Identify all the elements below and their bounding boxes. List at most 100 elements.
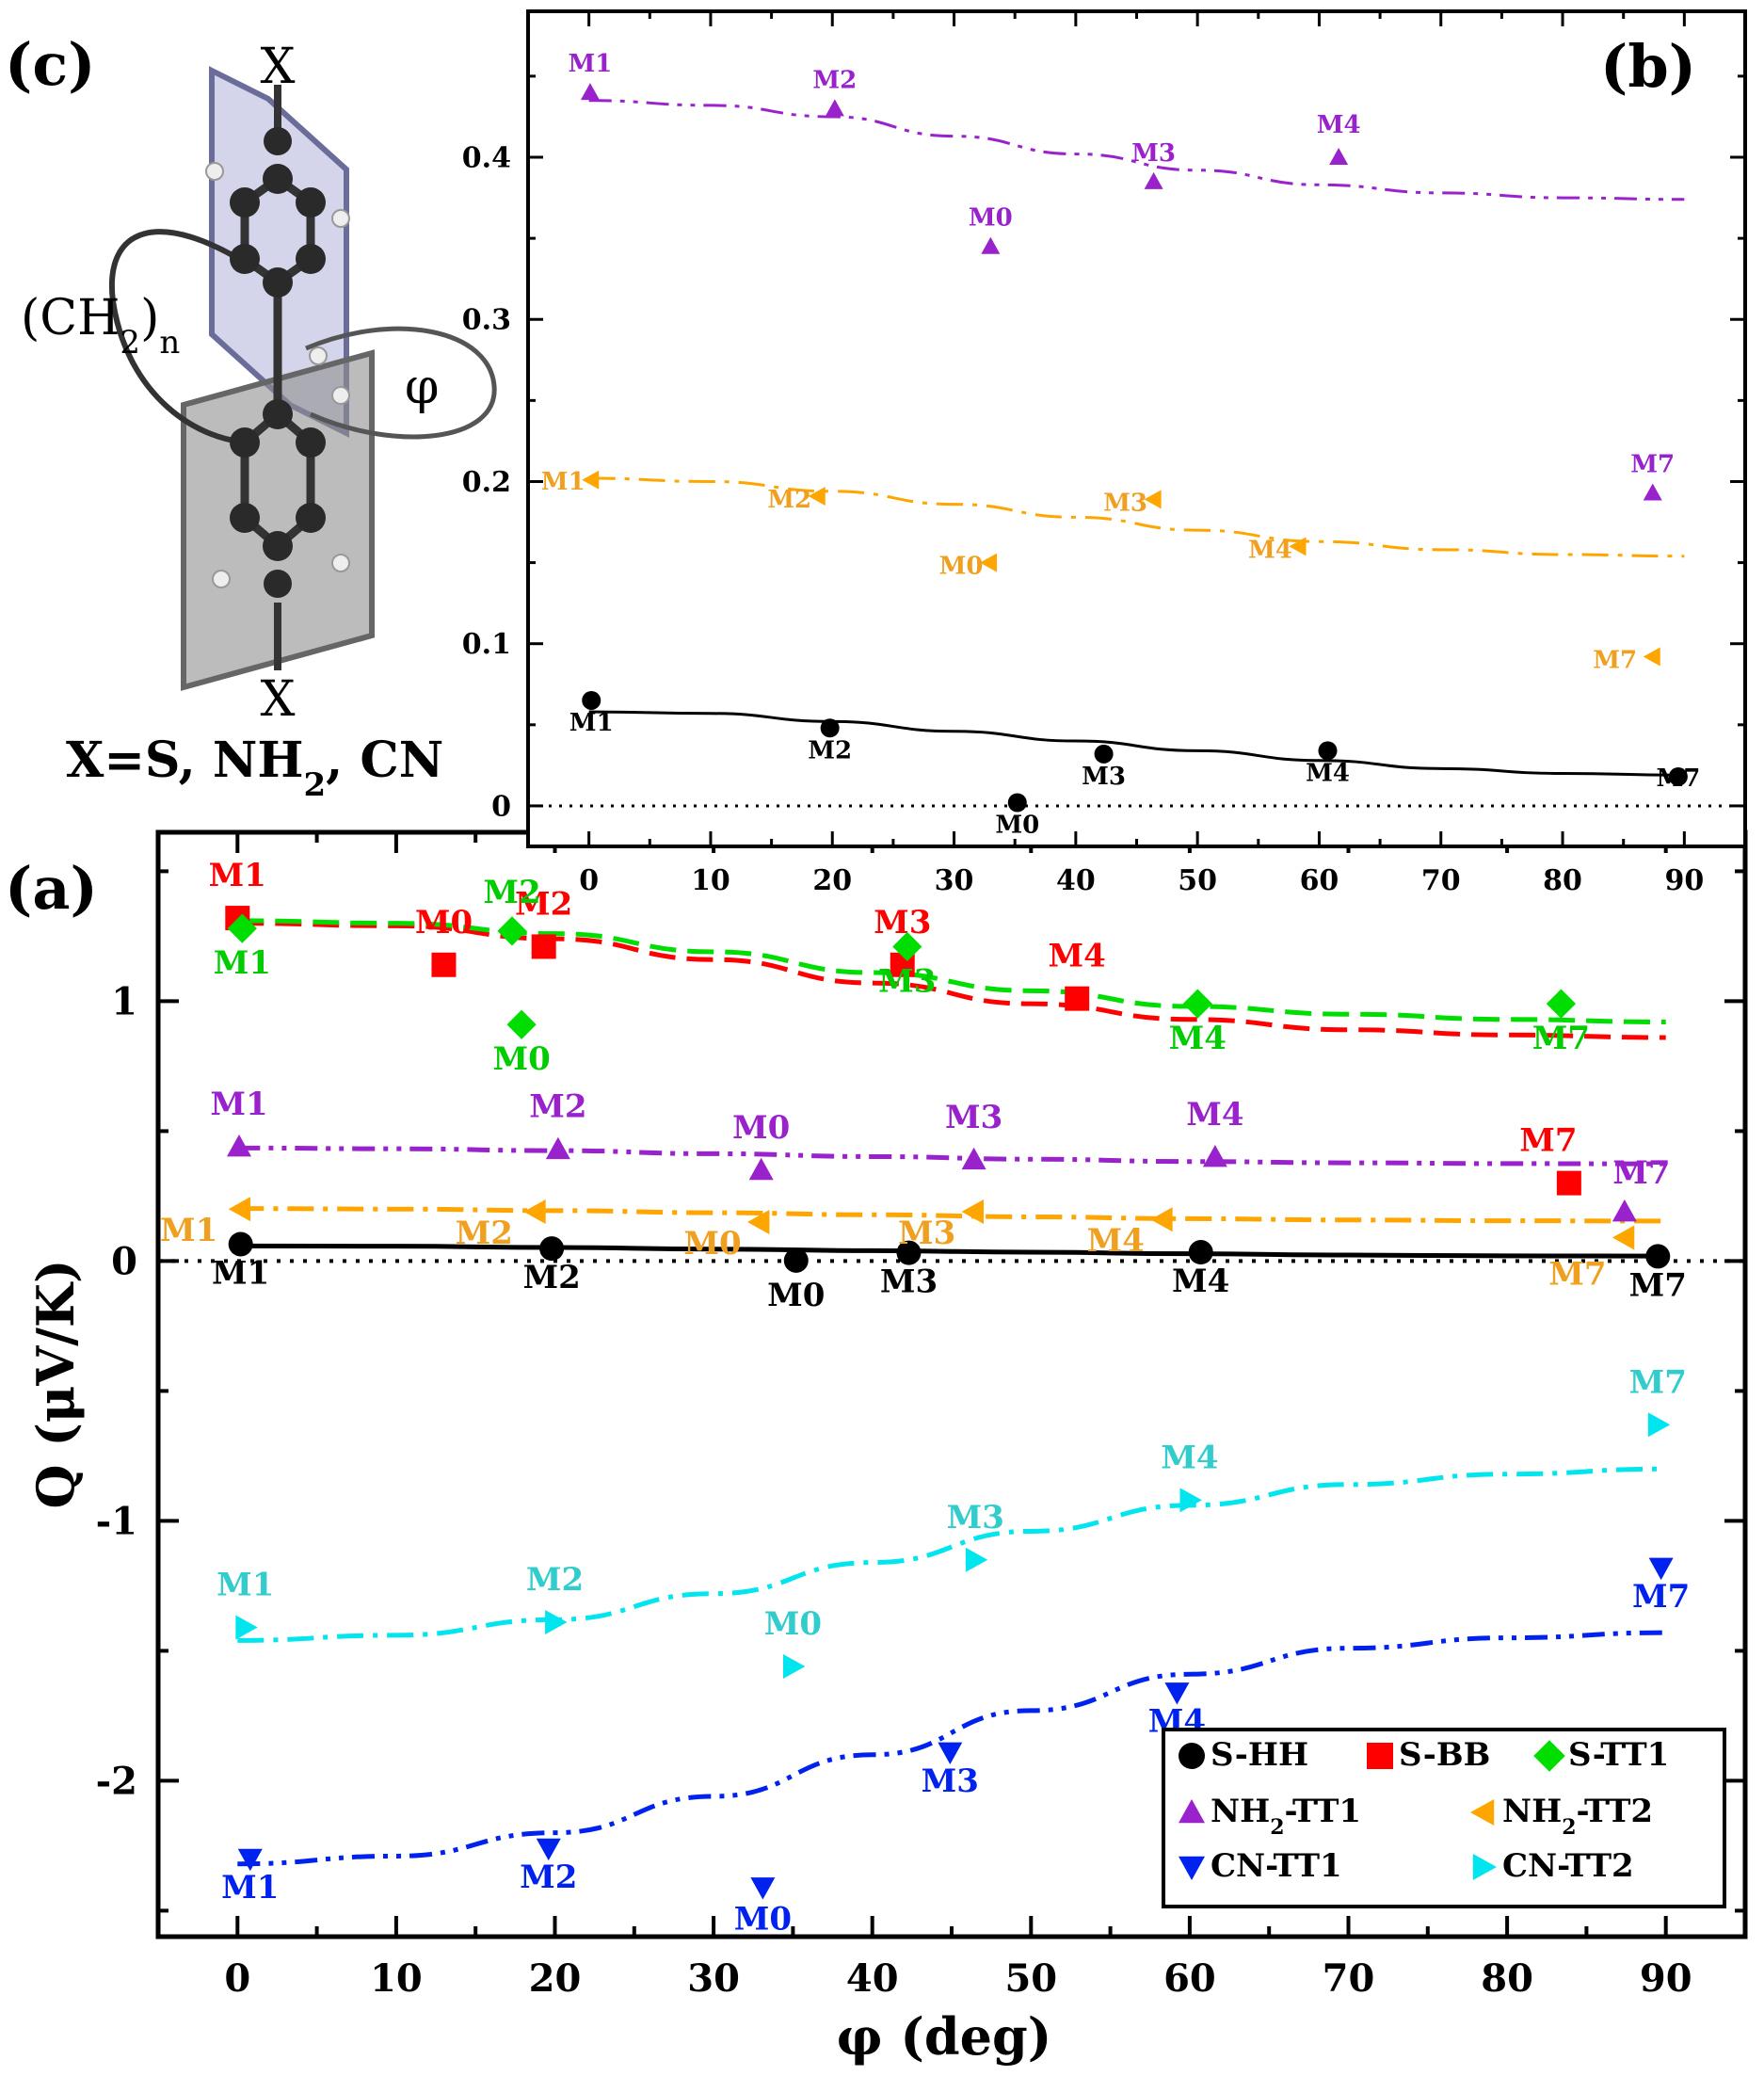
b-point-nh2-tt1-m3 xyxy=(1144,171,1163,189)
legend-marker-cn-tt2 xyxy=(1472,1854,1497,1880)
a-point-cn-tt2-m7 xyxy=(1647,1412,1671,1438)
a-point-cn-tt1-m2 xyxy=(536,1838,561,1861)
b-x-tick-label: 80 xyxy=(1543,864,1582,897)
a-point-label: M4 xyxy=(1172,1263,1229,1300)
a-point-cn-tt2-m3 xyxy=(965,1547,988,1572)
a-point-label: M1 xyxy=(210,1086,267,1123)
b-point-nh2-tt1-m1 xyxy=(580,83,600,101)
panel-a-points: M1 M2 M0 M3 M4 M7 M1 M0 M2 M3 M4 M7 M1 M2 M0 M3 M4 M7 M1 M2… xyxy=(160,857,1690,1938)
a-point-s-tt1-m1 xyxy=(227,913,257,943)
a-point-label: M3 xyxy=(947,1499,1004,1537)
a-point-label: M3 xyxy=(880,1263,938,1301)
a-point-label: M7 xyxy=(1612,1154,1670,1192)
a-point-label: M1 xyxy=(212,1254,269,1292)
a-point-nh2-tt1-m4 xyxy=(1202,1145,1227,1167)
a-y-tick-label: -1 xyxy=(96,1499,137,1543)
a-point-label: M2 xyxy=(526,1561,584,1599)
panel-a-label: (a) xyxy=(5,854,98,923)
a-fit-cn-tt1 xyxy=(237,1630,1666,1867)
legend-marker-nh2-tt2 xyxy=(1470,1799,1495,1826)
a-point-s-bb-m0 xyxy=(431,952,457,977)
a-x-tick-label: 50 xyxy=(1004,1956,1057,2001)
b-point-label: M0 xyxy=(995,811,1039,839)
a-point-label: M2 xyxy=(456,1215,513,1252)
b-point-label: M3 xyxy=(1082,763,1126,791)
legend-marker-s-hh xyxy=(1179,1743,1205,1769)
a-x-tick-label: 10 xyxy=(370,1956,423,2001)
b-y-tick-label: 0.4 xyxy=(462,142,511,175)
angle-loop xyxy=(305,326,497,440)
hydrogen-atoms xyxy=(205,162,350,588)
y-axis-label: Q (μV/K) xyxy=(25,1259,86,1508)
b-fit-nh2-tt1 xyxy=(588,99,1685,201)
a-point-nh2-tt2-m3 xyxy=(961,1199,985,1224)
legend-marker-s-bb xyxy=(1367,1743,1393,1769)
a-x-tick-label: 90 xyxy=(1640,1956,1692,2001)
a-point-s-hh-m4 xyxy=(1188,1240,1213,1265)
legend-label-cn-tt1: CN-TT1 xyxy=(1211,1847,1342,1885)
a-x-tick-label: 30 xyxy=(687,1956,740,2001)
b-point-s-hh-m2 xyxy=(820,718,840,738)
a-point-label: M4 xyxy=(1161,1439,1218,1476)
b-point-s-hh-m4 xyxy=(1318,741,1338,761)
a-point-label: M1 xyxy=(160,1212,217,1249)
a-point-s-tt1-m4 xyxy=(1182,989,1212,1019)
panel-b-points: M1 M2 M0 M3 M4 M7 M1 M2 M0 M3 M4 M7 M1 M2 M0 M3 M4 M7 xyxy=(541,50,1701,839)
b-point-label: M7 xyxy=(1593,646,1637,674)
a-point-s-hh-m2 xyxy=(539,1236,565,1262)
b-fit-nh2-tt2 xyxy=(588,476,1685,558)
b-point-nh2-tt2-m0 xyxy=(980,553,998,572)
a-point-cn-tt1-m3 xyxy=(938,1742,963,1765)
a-point-nh2-tt2-m7 xyxy=(1612,1225,1635,1250)
a-point-label: M0 xyxy=(734,1901,792,1939)
b-x-tick-label: 90 xyxy=(1664,864,1704,897)
legend-label-nh2-tt1: NH2-TT1 xyxy=(1211,1793,1361,1840)
a-point-label: M7 xyxy=(1629,1363,1687,1401)
a-point-label: M7 xyxy=(1519,1122,1577,1160)
a-point-s-hh-m3 xyxy=(896,1240,922,1265)
a-point-nh2-tt2-m0 xyxy=(746,1210,770,1234)
a-point-cn-tt2-m1 xyxy=(235,1615,258,1640)
a-point-label: M1 xyxy=(216,1567,274,1604)
b-x-tick-label: 10 xyxy=(691,864,730,897)
a-point-label: M1 xyxy=(221,1869,279,1907)
a-point-nh2-tt1-m2 xyxy=(545,1136,570,1160)
substituent-x-top: X xyxy=(260,39,295,95)
a-x-tick-label: 0 xyxy=(224,1956,250,2001)
alkyl-chain-loop xyxy=(108,229,256,445)
angle-label: φ xyxy=(405,359,439,415)
a-point-label: M7 xyxy=(1548,1256,1606,1294)
a-fit-nh2-tt1 xyxy=(237,1145,1666,1167)
a-fit-s-hh xyxy=(237,1243,1666,1259)
a-point-s-tt1-m0 xyxy=(506,1009,537,1039)
legend-label-s-tt1: S-TT1 xyxy=(1568,1736,1669,1774)
a-x-tick-label: 60 xyxy=(1163,1956,1216,2001)
a-point-label: M3 xyxy=(922,1762,979,1800)
a-y-tick-label: -2 xyxy=(96,1759,137,1803)
b-x-tick-label: 70 xyxy=(1421,864,1461,897)
a-point-cn-tt1-m0 xyxy=(750,1877,776,1900)
a-point-s-bb-m2 xyxy=(531,934,556,959)
b-point-nh2-tt2-m4 xyxy=(1289,537,1307,556)
a-point-s-tt1-m2 xyxy=(497,916,527,946)
a-point-label: M2 xyxy=(522,1259,580,1296)
panel-b-ticks: 0 10 20 30 40 50 60 70 80 90 0 0.1 0.2 0.3 0.4 xyxy=(462,11,1747,897)
b-point-label: M2 xyxy=(812,66,857,94)
b-x-tick-label: 40 xyxy=(1056,864,1096,897)
a-point-label: M0 xyxy=(732,1109,790,1147)
a-fit-nh2-tt2 xyxy=(237,1206,1666,1224)
panel-c-molecule: (c) X X (CH2)n xyxy=(5,30,497,804)
b-y-tick-label: 0.2 xyxy=(462,466,511,499)
legend-marker-s-tt1 xyxy=(1533,1740,1565,1772)
a-point-s-tt1-m7 xyxy=(1546,989,1577,1019)
a-point-cn-tt1-m7 xyxy=(1648,1557,1674,1581)
a-point-nh2-tt1-m1 xyxy=(226,1134,251,1157)
b-point-nh2-tt2-m2 xyxy=(808,486,826,506)
a-point-label: M0 xyxy=(764,1605,822,1643)
a-y-tick-label: 0 xyxy=(111,1239,137,1283)
b-point-nh2-tt1-m7 xyxy=(1643,483,1662,501)
b-y-tick-label: 0 xyxy=(491,790,511,823)
chain-label: (CH2)n xyxy=(21,290,180,362)
